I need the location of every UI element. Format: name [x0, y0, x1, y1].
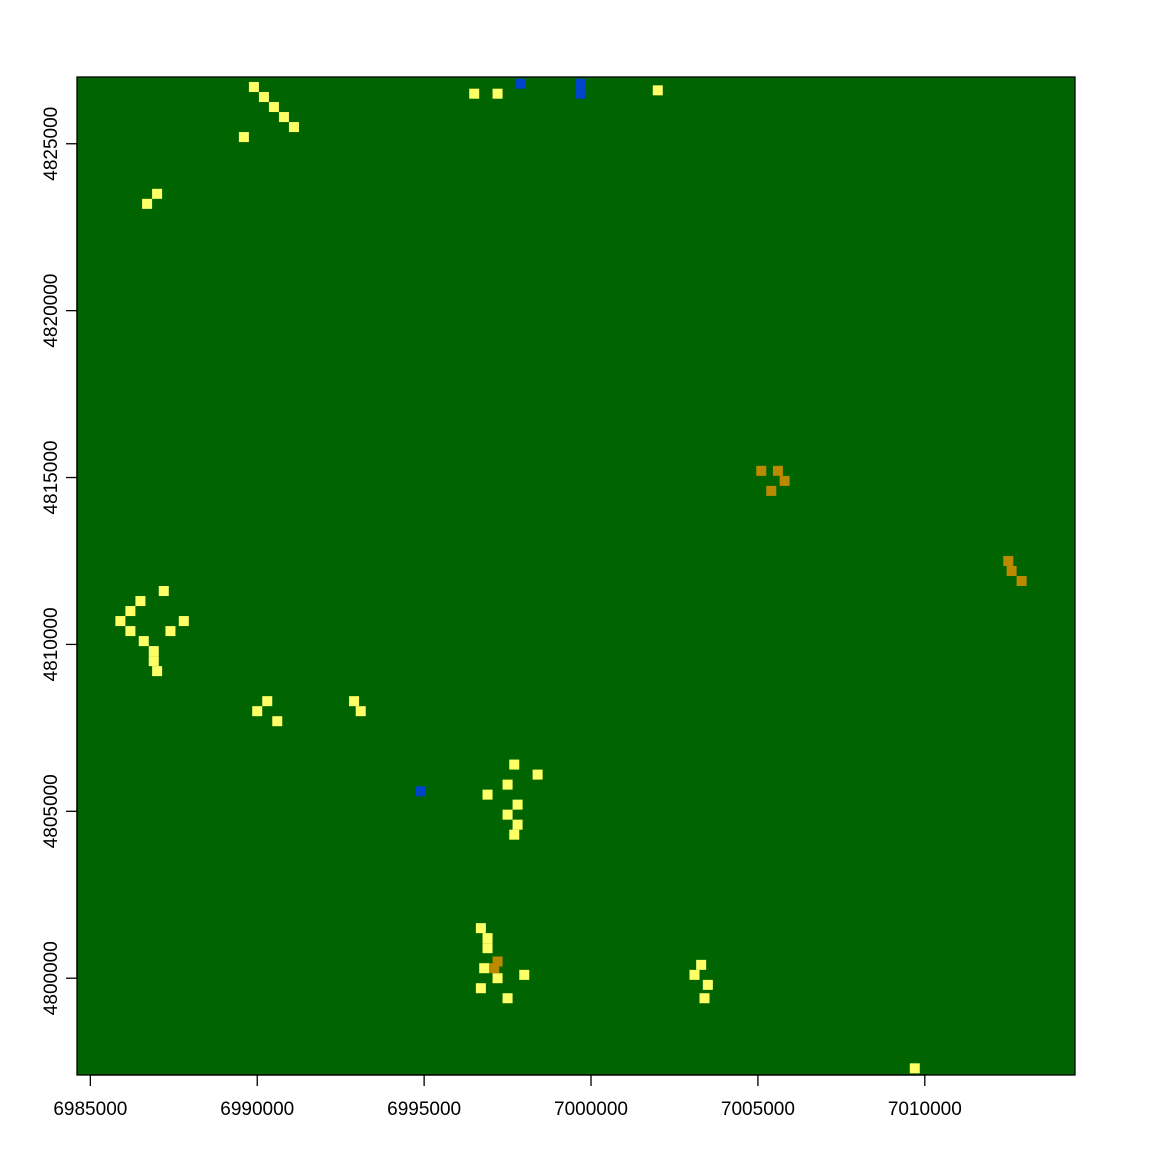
y-tick-label: 4805000 [41, 774, 62, 848]
raster-cell-open [148, 646, 159, 657]
raster-cell-water [576, 88, 587, 99]
raster-cell-open [475, 923, 486, 934]
raster-cell-open [152, 188, 163, 199]
raster-cell-open [258, 92, 269, 103]
raster-cell-open [519, 969, 530, 980]
y-tick-label: 4800000 [41, 941, 62, 1015]
raster-cell-open [125, 606, 136, 617]
raster-cell-water [515, 78, 526, 89]
raster-cell-open [699, 993, 710, 1004]
raster-cell-open [142, 198, 153, 209]
x-tick-label: 6990000 [220, 1099, 294, 1120]
raster-cell-open [492, 973, 503, 984]
raster-cell-open [696, 959, 707, 970]
raster-cell-open [909, 1063, 920, 1074]
raster-cell-open [135, 596, 146, 607]
raster-cell-open [252, 706, 263, 717]
raster-layer [77, 77, 1075, 1075]
raster-cell-open [469, 88, 480, 99]
raster-cell-open [272, 716, 283, 727]
raster-cell-shrub [1016, 576, 1027, 587]
raster-cell-open [512, 799, 523, 810]
raster-cell-open [268, 102, 279, 113]
raster-cell-shrub [766, 485, 777, 496]
raster-cell-open [125, 626, 136, 637]
raster-cell-open [482, 933, 493, 944]
raster-cell-open [482, 789, 493, 800]
raster-cell-shrub [779, 475, 790, 486]
raster-cell-open [248, 82, 259, 93]
raster-cell-open [475, 983, 486, 994]
raster-cell-open [502, 993, 513, 1004]
raster-cell-open [158, 586, 169, 597]
raster-cell-open [278, 112, 289, 123]
raster-cell-open [165, 626, 176, 637]
x-tick-label: 7005000 [721, 1099, 795, 1120]
raster-cell-open [689, 969, 700, 980]
raster-cell-open [138, 636, 149, 647]
raster-cell-open [349, 696, 360, 707]
raster-cell-open [262, 696, 273, 707]
raster-cell-water [576, 78, 587, 89]
raster-cell-open [492, 88, 503, 99]
raster-cell-open [702, 979, 713, 990]
raster-cell-open [509, 759, 520, 770]
x-tick-label: 6985000 [53, 1099, 127, 1120]
raster-cell-open [652, 85, 663, 96]
raster-cell-open [152, 666, 163, 677]
y-axis: 4800000 4805000 4810000 4815000 4820000 48250… [41, 107, 78, 1015]
raster-cell-open [238, 132, 249, 143]
raster-cell-open [148, 656, 159, 667]
y-tick-label: 4810000 [41, 607, 62, 681]
raster-cell-open [479, 963, 490, 974]
y-tick-label: 4815000 [41, 441, 62, 515]
y-tick-label: 4820000 [41, 274, 62, 348]
raster-cell-open [502, 809, 513, 820]
raster-cell-shrub [1006, 565, 1017, 576]
x-tick-label: 7000000 [554, 1099, 628, 1120]
raster-cell-open [178, 616, 189, 627]
raster-cell-shrub [489, 963, 500, 974]
raster-cell-shrub [1003, 555, 1014, 566]
y-tick-label: 4825000 [41, 107, 62, 181]
raster-cell-open [288, 122, 299, 133]
raster-cell-shrub [772, 465, 783, 476]
raster-cell-open [482, 943, 493, 954]
x-axis: 6985000 6990000 6995000 7000000 7005000 70100… [53, 1074, 962, 1120]
raster-cell-open [532, 769, 543, 780]
raster-cell-open [502, 779, 513, 790]
background-class-cells [77, 77, 1075, 1075]
x-tick-label: 7010000 [888, 1099, 962, 1120]
raster-cell-shrub [492, 956, 503, 967]
raster-cell-open [509, 829, 520, 840]
raster-cell-open [355, 706, 366, 717]
x-tick-label: 6995000 [387, 1099, 461, 1120]
raster-cell-water [415, 786, 426, 797]
raster-cell-open [115, 616, 126, 627]
raster-cell-shrub [756, 465, 767, 476]
raster-cell-open [512, 819, 523, 830]
